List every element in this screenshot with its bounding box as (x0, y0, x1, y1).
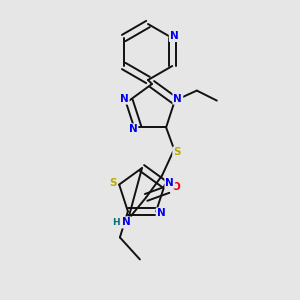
Text: N: N (173, 94, 182, 103)
Text: N: N (120, 94, 128, 103)
Text: N: N (128, 124, 137, 134)
Text: S: S (110, 178, 117, 188)
Text: S: S (173, 147, 181, 158)
Text: N: N (170, 31, 178, 41)
Text: H: H (112, 218, 120, 227)
Text: O: O (172, 182, 181, 192)
Text: N: N (122, 218, 130, 227)
Text: N: N (166, 178, 174, 188)
Text: N: N (157, 208, 166, 218)
